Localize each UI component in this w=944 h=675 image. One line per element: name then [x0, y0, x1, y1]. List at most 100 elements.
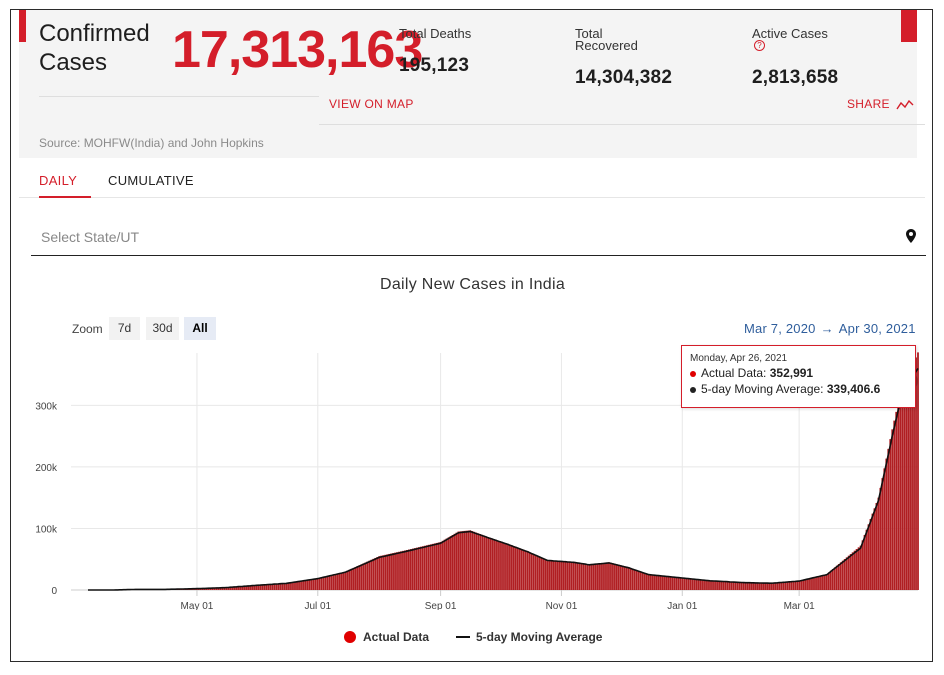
- bar-actual-data: [610, 562, 612, 590]
- zoom-all-button[interactable]: All: [184, 317, 216, 340]
- bar-actual-data: [423, 545, 426, 590]
- tooltip-actual-value: 352,991: [769, 366, 814, 380]
- bar-actual-data: [281, 583, 284, 590]
- view-on-map-link[interactable]: VIEW ON MAP: [329, 97, 414, 111]
- bar-actual-data: [386, 554, 389, 590]
- bar-actual-data: [637, 570, 640, 590]
- bar-actual-data: [623, 566, 626, 590]
- bar-actual-data: [342, 572, 345, 590]
- date-range[interactable]: Mar 7, 2020 → Apr 30, 2021: [744, 321, 916, 336]
- tooltip-actual-row: Actual Data: 352,991: [690, 366, 907, 380]
- bar-actual-data: [667, 576, 670, 590]
- bar-actual-data: [627, 567, 630, 590]
- actual-data-series: [89, 352, 919, 590]
- bar-actual-data: [839, 562, 842, 590]
- bar-actual-data: [574, 562, 577, 590]
- bar-actual-data: [223, 587, 226, 590]
- bar-actual-data: [338, 572, 341, 590]
- bar-actual-data: [251, 585, 254, 590]
- bar-actual-data: [693, 579, 696, 590]
- source-text: Source: MOHFW(India) and John Hopkins: [39, 136, 264, 150]
- bar-actual-data: [681, 577, 684, 590]
- bar-actual-data: [600, 563, 602, 590]
- bar-actual-data: [336, 573, 339, 590]
- bar-actual-data: [855, 549, 858, 590]
- bar-actual-data: [518, 548, 521, 590]
- bar-actual-data: [841, 560, 844, 590]
- bar-actual-data: [378, 556, 381, 590]
- deaths-stat: Total Deaths 195,123: [399, 27, 479, 77]
- bar-actual-data: [814, 576, 816, 590]
- legend-actual[interactable]: Actual Data: [344, 630, 429, 644]
- bar-actual-data: [869, 519, 872, 590]
- tab-cumulative[interactable]: CUMULATIVE: [108, 173, 194, 188]
- bar-actual-data: [374, 557, 377, 590]
- state-select-placeholder: Select State/UT: [41, 229, 140, 245]
- recovered-label: Total Recovered: [575, 26, 638, 53]
- bar-actual-data: [231, 586, 234, 590]
- bar-actual-data: [893, 420, 896, 590]
- bar-actual-data: [455, 532, 458, 590]
- range-to[interactable]: Apr 30, 2021: [838, 321, 916, 336]
- legend-average-icon: [456, 636, 470, 638]
- bar-actual-data: [576, 562, 579, 590]
- bar-actual-data: [449, 536, 452, 590]
- bar-actual-data: [368, 560, 371, 590]
- bar-actual-data: [522, 549, 525, 590]
- bar-actual-data: [415, 547, 418, 590]
- bar-actual-data: [308, 579, 311, 590]
- bar-actual-data: [633, 569, 636, 590]
- bar-actual-data: [647, 574, 650, 590]
- tab-daily[interactable]: DAILY: [39, 173, 78, 188]
- bar-actual-data: [524, 550, 527, 590]
- legend-average[interactable]: 5-day Moving Average: [456, 630, 602, 644]
- bar-actual-data: [784, 581, 787, 590]
- bar-actual-data: [233, 586, 236, 590]
- range-from[interactable]: Mar 7, 2020: [744, 321, 816, 336]
- bar-actual-data: [287, 582, 289, 590]
- state-select[interactable]: Select State/UT: [31, 218, 926, 256]
- bar-actual-data: [552, 561, 555, 590]
- bar-actual-data: [720, 581, 723, 590]
- bar-actual-data: [382, 555, 385, 590]
- bar-actual-data: [829, 570, 832, 590]
- bar-actual-data: [330, 574, 333, 590]
- bar-actual-data: [350, 568, 353, 590]
- bar-actual-data: [703, 580, 705, 590]
- bar-actual-data: [261, 584, 264, 590]
- chart-title: Daily New Cases in India: [379, 276, 566, 293]
- bar-actual-data: [304, 580, 307, 590]
- bar-actual-data: [421, 546, 424, 590]
- avg-dot-icon: [690, 386, 696, 393]
- bar-actual-data: [564, 561, 567, 590]
- bar-actual-data: [257, 585, 260, 590]
- bar-actual-data: [837, 564, 840, 590]
- bar-actual-data: [764, 583, 767, 590]
- bar-actual-data: [889, 439, 892, 590]
- bar-actual-data: [802, 579, 805, 590]
- bar-actual-data: [717, 581, 719, 590]
- tooltip-actual-label: Actual Data:: [701, 366, 767, 380]
- bar-actual-data: [730, 581, 733, 590]
- x-tick-label: Mar 01: [784, 601, 816, 610]
- bar-actual-data: [491, 538, 494, 590]
- bar-actual-data: [558, 561, 561, 590]
- share-icon: [896, 99, 914, 110]
- help-icon[interactable]: ?: [754, 40, 765, 51]
- bar-actual-data: [263, 584, 266, 590]
- zoom-7d-button[interactable]: 7d: [109, 317, 140, 340]
- share-button[interactable]: SHARE: [847, 97, 914, 111]
- bar-actual-data: [663, 576, 666, 590]
- bar-actual-data: [808, 578, 810, 590]
- share-label: SHARE: [847, 97, 890, 111]
- deaths-value: 195,123: [399, 55, 470, 76]
- zoom-30d-button[interactable]: 30d: [146, 317, 179, 340]
- bar-actual-data: [241, 586, 244, 590]
- bar-actual-data: [318, 577, 321, 590]
- bar-actual-data: [879, 487, 882, 590]
- bar-actual-data: [483, 535, 486, 590]
- bar-actual-data: [673, 576, 676, 590]
- bar-actual-data: [348, 569, 351, 590]
- bar-actual-data: [441, 540, 444, 590]
- bar-actual-data: [847, 555, 850, 590]
